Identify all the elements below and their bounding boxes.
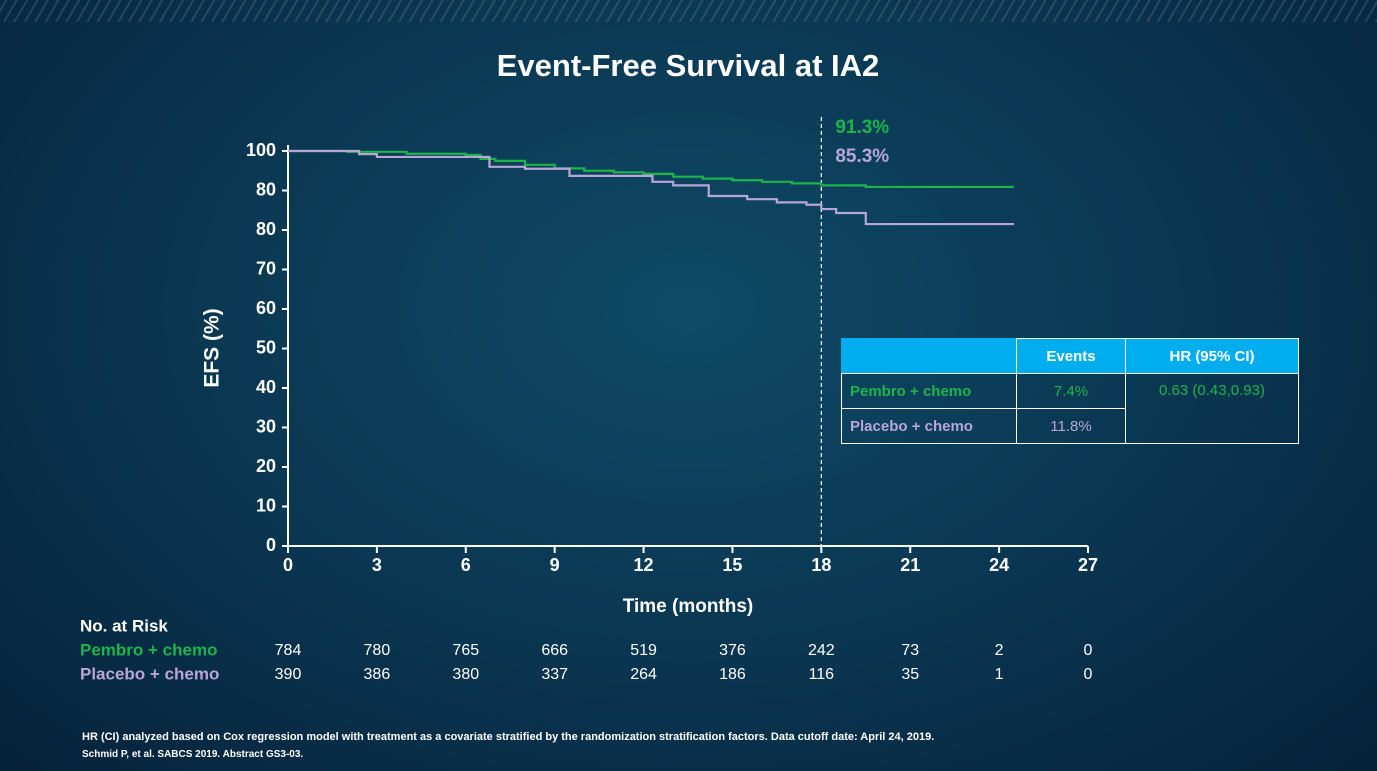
hr-table: Events HR (95% CI) Pembro + chemo 7.4% 0… — [841, 338, 1299, 444]
events: 7.4% — [1016, 373, 1126, 409]
x-tick-label: 12 — [634, 555, 654, 575]
y-tick-label: 50 — [256, 337, 276, 357]
x-tick-label: 21 — [900, 555, 920, 575]
y-axis-label: EFS (%) — [201, 308, 224, 387]
risk-row-label: Placebo + chemo — [80, 664, 219, 683]
risk-row-label: Pembro + chemo — [80, 640, 217, 659]
risk-value: 386 — [364, 666, 391, 683]
risk-value: 116 — [809, 666, 835, 683]
y-tick-label: 100 — [246, 140, 276, 160]
survival-curve — [288, 149, 1014, 226]
risk-value: 380 — [452, 666, 479, 683]
annotation: 85.3% — [835, 146, 889, 167]
x-tick-label: 3 — [372, 555, 382, 575]
footnote: Schmid P, et al. SABCS 2019. Abstract GS… — [82, 749, 304, 760]
x-tick-label: 18 — [811, 555, 831, 575]
x-tick-label: 15 — [722, 555, 742, 575]
risk-value: 519 — [630, 642, 657, 659]
row-label: Pembro + chemo — [841, 373, 1017, 409]
risk-value: 35 — [901, 666, 919, 683]
corner — [841, 338, 1017, 374]
risk-title: No. at Risk — [80, 616, 168, 635]
hr-value: 0.63 (0.43,0.93) — [1125, 373, 1299, 444]
risk-value: 765 — [452, 642, 479, 659]
y-tick-label: 30 — [256, 416, 276, 436]
x-tick-label: 6 — [461, 555, 471, 575]
footnote: HR (CI) analyzed based on Cox regression… — [82, 731, 935, 743]
risk-value: 1 — [995, 666, 1004, 683]
risk-value: 784 — [275, 642, 302, 659]
risk-value: 242 — [808, 642, 835, 659]
risk-value: 0 — [1084, 666, 1093, 683]
header-band — [0, 0, 1377, 22]
x-tick-label: 27 — [1078, 555, 1098, 575]
x-tick-label: 9 — [550, 555, 560, 575]
header: HR (95% CI) — [1125, 338, 1299, 374]
survival-curve — [288, 149, 1014, 189]
annotation: 91.3% — [835, 117, 889, 138]
x-tick-label: 24 — [989, 555, 1009, 575]
y-tick-label: 80 — [256, 219, 276, 239]
risk-value: 390 — [275, 666, 302, 683]
header: Events — [1016, 338, 1126, 374]
y-tick-label: 20 — [256, 456, 276, 476]
y-tick-label: 60 — [256, 298, 276, 318]
y-tick-label: 10 — [256, 495, 276, 515]
risk-value: 666 — [541, 642, 568, 659]
risk-value: 780 — [364, 642, 391, 659]
risk-value: 0 — [1084, 642, 1093, 659]
risk-value: 186 — [719, 666, 746, 683]
risk-value: 73 — [901, 642, 919, 659]
events: 11.8% — [1016, 408, 1126, 444]
y-tick-label: 80 — [256, 179, 276, 199]
y-tick-label: 0 — [266, 535, 276, 555]
chart-title: Event-Free Survival at IA2 — [497, 48, 880, 83]
risk-value: 2 — [995, 642, 1004, 659]
x-tick-label: 0 — [283, 555, 293, 575]
risk-value: 337 — [541, 666, 568, 683]
risk-value: 376 — [719, 642, 746, 659]
x-axis-label: Time (months) — [623, 596, 754, 617]
risk-value: 264 — [630, 666, 657, 683]
footnotes: HR (CI) analyzed based on Cox regression… — [82, 729, 934, 763]
y-tick-label: 70 — [256, 258, 276, 278]
row-label: Placebo + chemo — [841, 408, 1017, 444]
y-tick-label: 40 — [256, 377, 276, 397]
